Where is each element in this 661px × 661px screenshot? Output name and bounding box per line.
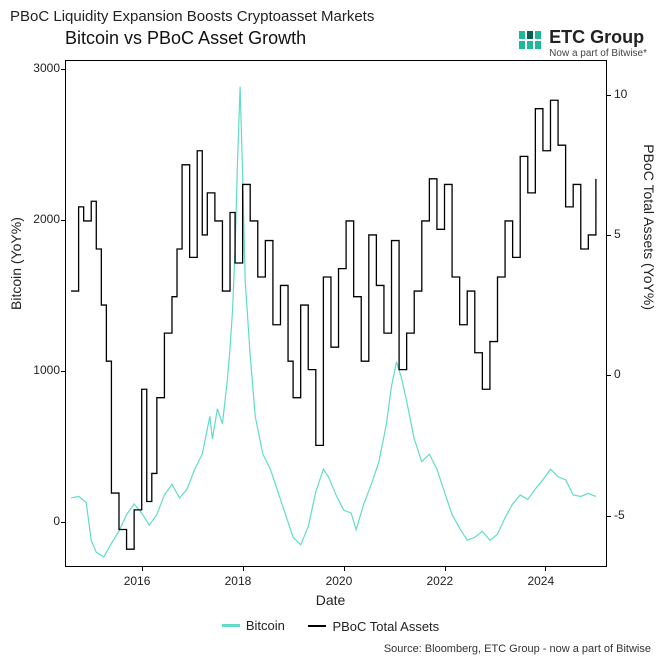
- brand-name: ETC Group: [549, 28, 647, 48]
- y2-tick-label: 5: [614, 227, 621, 241]
- plot-area: 0100020003000-5051020162018202020222024: [65, 60, 607, 567]
- x-tick-label: 2022: [427, 574, 454, 588]
- chart-svg: [66, 61, 606, 566]
- y1-tick-label: 0: [26, 514, 60, 528]
- legend-label-bitcoin: Bitcoin: [246, 618, 285, 633]
- main-title: PBoC Liquidity Expansion Boosts Cryptoas…: [10, 8, 374, 25]
- y2-tick-label: -5: [614, 508, 625, 522]
- y1-tick-label: 2000: [26, 212, 60, 226]
- legend-swatch-pboc: [308, 625, 326, 627]
- x-tick-label: 2018: [225, 574, 252, 588]
- x-tick-label: 2016: [124, 574, 151, 588]
- y2-axis-label: PBoC Total Assets (YoY%): [641, 144, 657, 310]
- legend-item-bitcoin: Bitcoin: [222, 618, 285, 633]
- brand-logo-mark: [519, 31, 541, 49]
- y1-tick-label: 3000: [26, 61, 60, 75]
- legend-label-pboc: PBoC Total Assets: [332, 619, 439, 634]
- source-attribution: Source: Bloomberg, ETC Group - now a par…: [384, 643, 651, 655]
- y1-axis-label: Bitcoin (YoY%): [8, 217, 24, 310]
- x-tick-label: 2020: [326, 574, 353, 588]
- y2-tick-label: 10: [614, 87, 627, 101]
- x-axis-label: Date: [0, 592, 661, 608]
- legend: Bitcoin PBoC Total Assets: [0, 615, 661, 634]
- legend-swatch-bitcoin: [222, 624, 240, 627]
- series-bitcoin: [71, 87, 596, 557]
- brand-logo: ETC Group Now a part of Bitwise*: [519, 28, 647, 59]
- y2-tick-label: 0: [614, 367, 621, 381]
- sub-title: Bitcoin vs PBoC Asset Growth: [65, 28, 306, 49]
- y1-tick-label: 1000: [26, 363, 60, 377]
- series-pboc-total-assets: [71, 100, 596, 549]
- x-tick-label: 2024: [527, 574, 554, 588]
- brand-tagline: Now a part of Bitwise*: [549, 48, 647, 59]
- legend-item-pboc: PBoC Total Assets: [308, 619, 439, 634]
